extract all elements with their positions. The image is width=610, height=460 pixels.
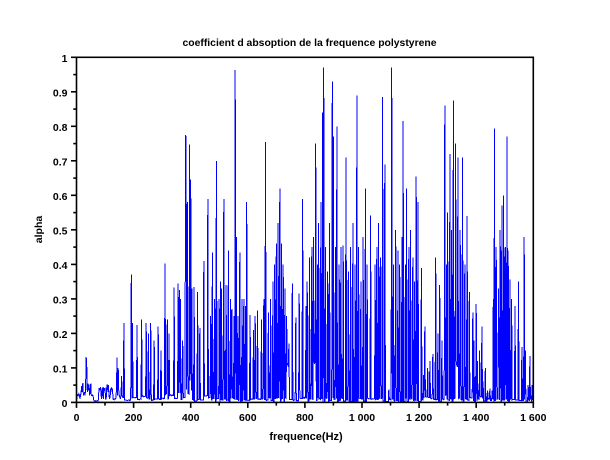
svg-text:1 400: 1 400 — [463, 412, 489, 424]
svg-text:0.9: 0.9 — [53, 87, 68, 99]
svg-text:frequence(Hz): frequence(Hz) — [269, 431, 343, 443]
svg-text:600: 600 — [239, 412, 257, 424]
svg-text:0.3: 0.3 — [53, 295, 68, 307]
svg-text:0.8: 0.8 — [53, 122, 68, 134]
svg-text:800: 800 — [296, 412, 314, 424]
svg-text:alpha: alpha — [33, 216, 45, 244]
svg-text:1 200: 1 200 — [406, 412, 432, 424]
svg-text:0.2: 0.2 — [53, 329, 68, 341]
svg-text:0.4: 0.4 — [53, 260, 68, 272]
svg-text:0.5: 0.5 — [53, 225, 68, 237]
svg-text:1: 1 — [62, 53, 68, 65]
svg-text:200: 200 — [125, 412, 143, 424]
svg-text:0: 0 — [74, 412, 80, 424]
svg-text:0: 0 — [62, 398, 68, 410]
svg-text:0.6: 0.6 — [53, 191, 68, 203]
svg-text:0.7: 0.7 — [53, 156, 68, 168]
svg-text:1 000: 1 000 — [349, 412, 375, 424]
svg-text:0.1: 0.1 — [53, 364, 68, 376]
svg-text:400: 400 — [182, 412, 200, 424]
svg-text:coefficient d absoption de la: coefficient d absoption de la frequence … — [182, 38, 436, 49]
svg-text:1 600: 1 600 — [520, 412, 546, 424]
